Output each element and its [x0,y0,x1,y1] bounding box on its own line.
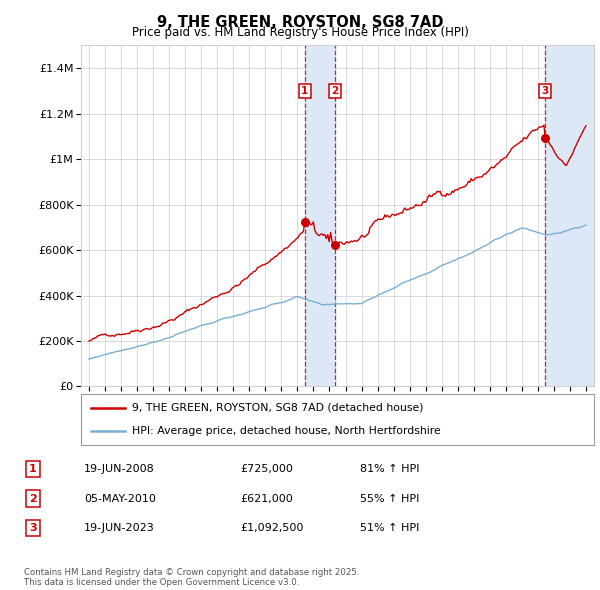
Text: 2: 2 [331,86,338,96]
Text: £621,000: £621,000 [240,494,293,503]
Text: £725,000: £725,000 [240,464,293,474]
Text: 81% ↑ HPI: 81% ↑ HPI [360,464,419,474]
Text: 9, THE GREEN, ROYSTON, SG8 7AD (detached house): 9, THE GREEN, ROYSTON, SG8 7AD (detached… [133,402,424,412]
Text: 3: 3 [542,86,549,96]
Text: 05-MAY-2010: 05-MAY-2010 [84,494,156,503]
Bar [545,45,594,386]
Text: 19-JUN-2008: 19-JUN-2008 [84,464,155,474]
Text: HPI: Average price, detached house, North Hertfordshire: HPI: Average price, detached house, Nort… [133,427,441,437]
Text: 55% ↑ HPI: 55% ↑ HPI [360,494,419,503]
Text: 19-JUN-2023: 19-JUN-2023 [84,523,155,533]
Text: Contains HM Land Registry data © Crown copyright and database right 2025.
This d: Contains HM Land Registry data © Crown c… [24,568,359,587]
Text: 9, THE GREEN, ROYSTON, SG8 7AD: 9, THE GREEN, ROYSTON, SG8 7AD [157,15,443,30]
Text: 1: 1 [29,464,37,474]
Bar [305,45,335,386]
Text: 1: 1 [301,86,308,96]
Text: Price paid vs. HM Land Registry's House Price Index (HPI): Price paid vs. HM Land Registry's House … [131,26,469,39]
Text: £1,092,500: £1,092,500 [240,523,304,533]
Text: 3: 3 [29,523,37,533]
Text: 51% ↑ HPI: 51% ↑ HPI [360,523,419,533]
Text: 2: 2 [29,494,37,503]
